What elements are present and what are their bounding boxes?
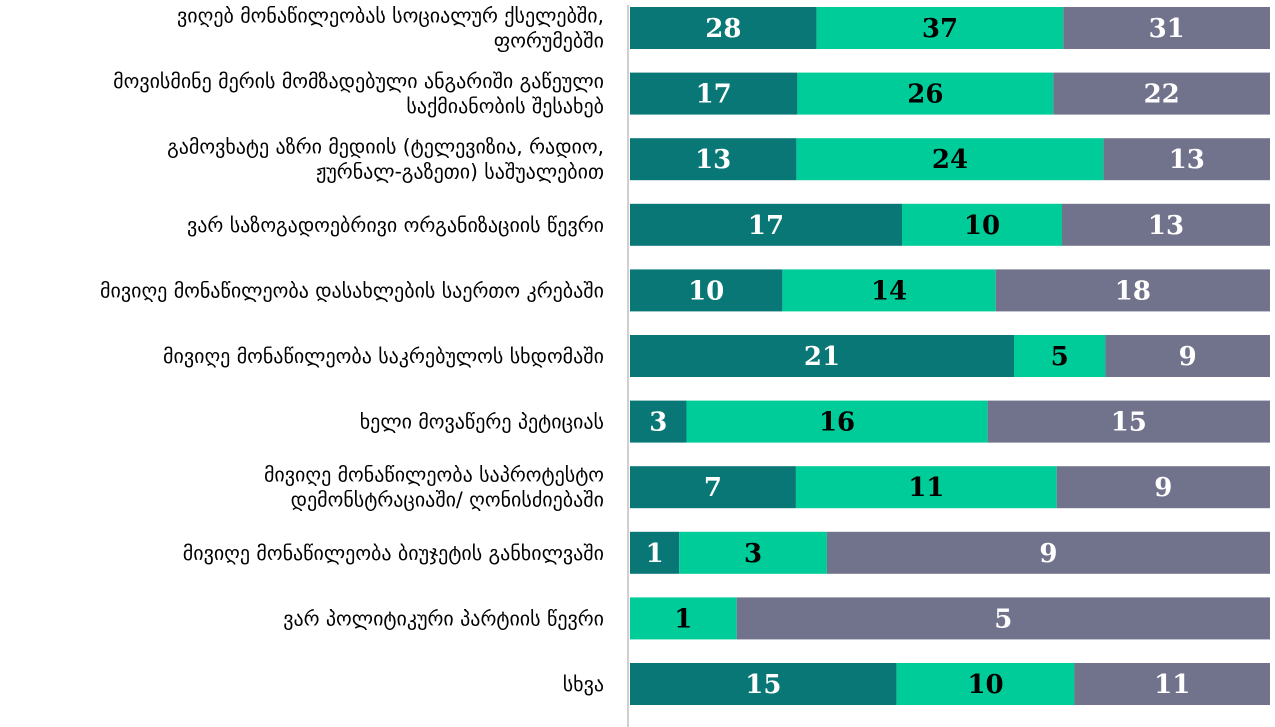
bar-segment: [796, 138, 1104, 181]
bar-segment: [630, 269, 783, 312]
data-label: 10: [964, 211, 1000, 241]
data-label: 24: [932, 145, 968, 175]
category-label: ფორუმებში: [494, 29, 604, 53]
data-label: 5: [1051, 342, 1069, 372]
data-label: 10: [967, 670, 1003, 700]
data-label: 5: [994, 604, 1012, 634]
category-label: მივიღე მონაწილეობა ბიუჯეტის განხილვაში: [183, 541, 604, 565]
data-label: 9: [1179, 342, 1197, 372]
category-label: მივიღე მონაწილეობა საპროტესტო: [264, 463, 604, 487]
data-label: 13: [1169, 145, 1205, 175]
data-label: 7: [704, 473, 722, 503]
bar-segment: [782, 269, 996, 312]
bar-segment: [896, 663, 1075, 705]
bar-segment: [679, 531, 827, 574]
data-label: 21: [804, 342, 840, 372]
bar-segment: [1105, 335, 1270, 377]
data-label: 11: [1154, 670, 1190, 700]
data-label: 16: [819, 408, 855, 438]
bar-segment: [902, 203, 1062, 246]
bar-segment: [736, 597, 1270, 640]
data-label: 26: [907, 80, 943, 110]
bar-segment: [630, 335, 1014, 377]
bar-segment: [816, 7, 1064, 49]
bar-segment: [630, 203, 902, 246]
bar-segment: [795, 466, 1057, 509]
category-label: მივიღე მონაწილეობა საკრებულოს სხდომაში: [163, 344, 604, 368]
data-label: 9: [1154, 473, 1172, 503]
data-label: 28: [705, 14, 741, 44]
bar-segment: [1062, 203, 1270, 246]
category-label: სხვა: [563, 672, 604, 696]
category-label: მოვისმინე მერის მომზადებული ანგარიში გაწ…: [113, 69, 604, 93]
category-label: ვიღებ მონაწილეობას სოციალურ ქსელებში,: [177, 4, 604, 28]
category-labels: ვიღებ მონაწილეობას სოციალურ ქსელებში,ფორ…: [100, 4, 604, 697]
data-label: 3: [744, 539, 762, 569]
data-label: 22: [1144, 80, 1180, 110]
bar-segment: [987, 400, 1270, 443]
bar-segment: [1063, 7, 1270, 49]
data-label: 17: [696, 80, 732, 110]
data-label: 31: [1149, 14, 1185, 44]
category-label: გამოვხატე აზრი მედიის (ტელევიზია, რადიო,: [167, 135, 604, 159]
bar-segment: [797, 72, 1054, 115]
bar-segment: [630, 597, 737, 640]
category-label: დემონსტრაციაში/ ღონისძიებაში: [291, 488, 604, 512]
data-label: 18: [1115, 276, 1151, 306]
data-label: 14: [871, 276, 907, 306]
category-label: ჟურნალ-გაზეთი) საშუალებით: [316, 160, 604, 184]
bar-segment: [995, 269, 1270, 312]
bar-segment: [630, 466, 796, 509]
category-label: საქმიანობის შესახებ: [406, 94, 604, 118]
data-label: 11: [908, 473, 944, 503]
data-label: 15: [745, 670, 781, 700]
category-label: მივიღე მონაწილეობა დასახლების საერთო კრე…: [100, 278, 604, 302]
bar-segment: [630, 7, 817, 49]
bar-segment: [1074, 663, 1270, 705]
bar-segment: [1056, 466, 1270, 509]
data-label: 3: [649, 408, 667, 438]
data-label: 37: [922, 14, 958, 44]
data-label: 13: [1148, 211, 1184, 241]
bar-segment: [826, 531, 1270, 574]
bar-segment: [630, 138, 797, 181]
data-label: 1: [674, 604, 692, 634]
data-label: 9: [1039, 539, 1057, 569]
bar-segment: [630, 72, 798, 115]
category-label: ვარ პოლიტიკური პარტიის წევრი: [283, 606, 604, 630]
bar-segment: [630, 663, 897, 705]
data-label: 15: [1111, 408, 1147, 438]
data-label: 1: [646, 539, 664, 569]
bar-segment: [630, 400, 687, 443]
data-label: 13: [695, 145, 731, 175]
data-label: 17: [748, 211, 784, 241]
category-label: ხელი მოვაწერე პეტიციას: [360, 410, 604, 434]
bar-segment: [1103, 138, 1270, 181]
bar-segment: [1014, 335, 1106, 377]
bar-segment: [686, 400, 988, 443]
category-label: ვარ საზოგადოებრივი ორგანიზაციის წევრი: [187, 213, 604, 237]
data-label: 10: [688, 276, 724, 306]
bar-segment: [630, 531, 680, 574]
bar-segment: [1053, 72, 1270, 115]
